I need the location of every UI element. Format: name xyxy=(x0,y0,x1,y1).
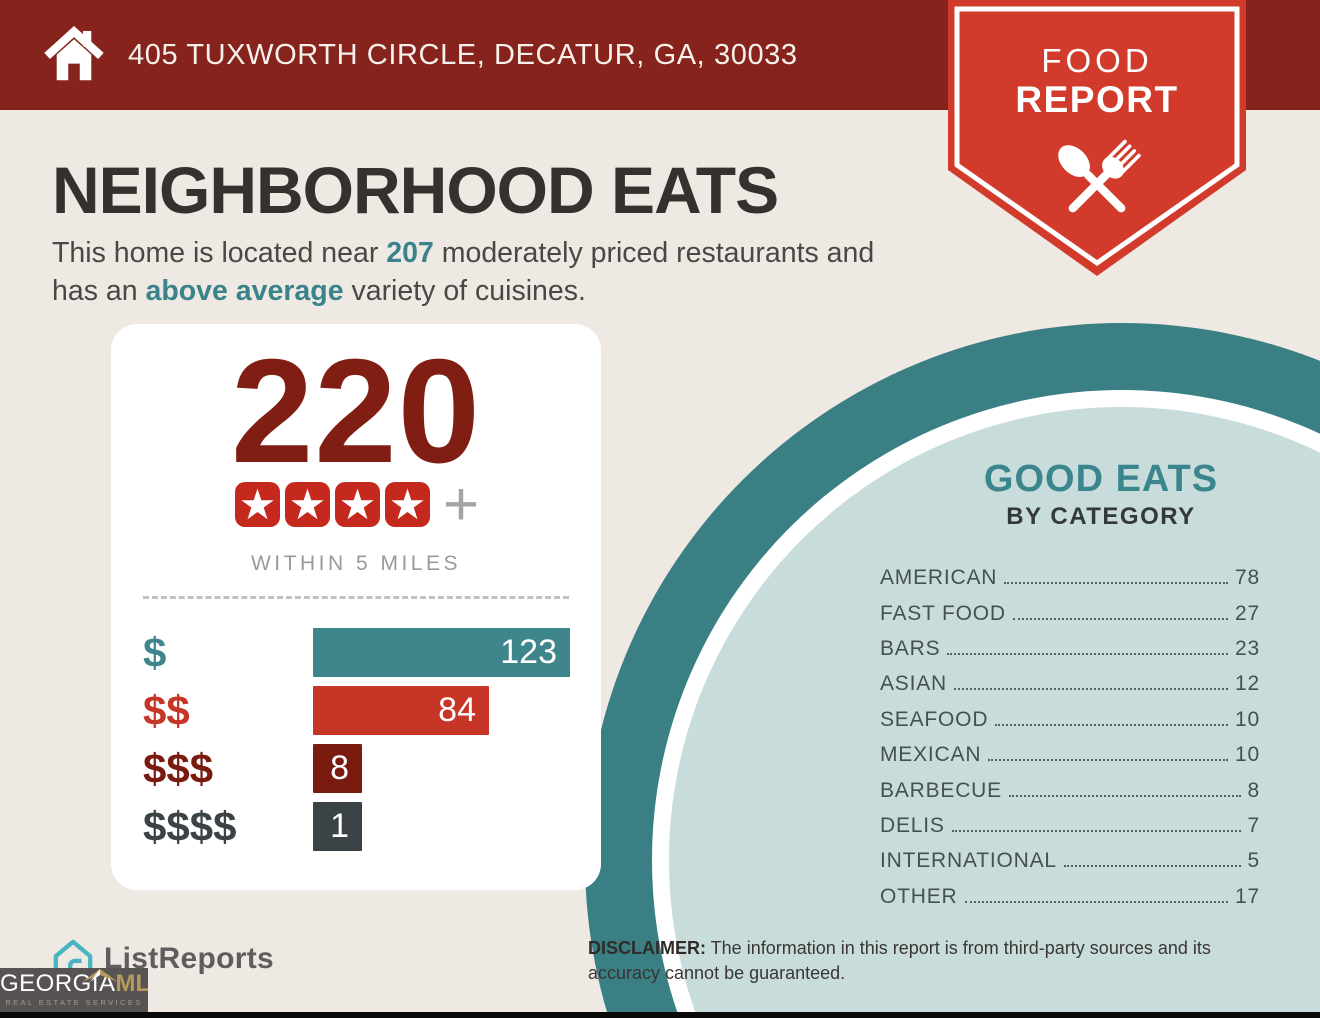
category-row: FAST FOOD 27 xyxy=(880,589,1260,625)
disclaimer-line2: accuracy cannot be guaranteed. xyxy=(588,962,846,983)
intro-text: moderately priced restaurants and xyxy=(433,237,875,269)
intro-paragraph: This home is located near 207 moderately… xyxy=(52,234,874,310)
category-row: MEXICAN 10 xyxy=(880,731,1260,766)
category-row: BARBECUE 8 xyxy=(880,766,1260,802)
restaurant-total-count: 220 xyxy=(231,329,481,494)
category-label: BARS xyxy=(880,636,941,660)
rating-star-icon xyxy=(335,482,381,527)
dotted-leader xyxy=(954,688,1229,691)
category-value: 12 xyxy=(1235,672,1260,696)
rating-star-icon xyxy=(235,482,281,527)
crossed-utensils-icon xyxy=(1058,139,1141,213)
stars-row: + xyxy=(111,470,601,539)
category-label: OTHER xyxy=(880,884,958,908)
price-bar-row: $ 123 xyxy=(111,628,601,677)
price-bar: 1 xyxy=(313,802,362,851)
house-icon xyxy=(42,24,106,89)
good-eats-panel: GOOD EATS BY CATEGORY AMERICAN 78 FAST FO… xyxy=(880,458,1260,908)
dotted-leader xyxy=(988,759,1229,762)
ribbon-line2: REPORT xyxy=(1015,79,1178,120)
good-eats-title: GOOD EATS xyxy=(983,458,1219,500)
category-label: SEAFOOD xyxy=(880,707,989,731)
price-bar: 84 xyxy=(313,686,489,735)
mls-tagline: REAL ESTATE SERVICES xyxy=(5,998,143,1007)
category-label: BARBECUE xyxy=(880,778,1002,802)
restaurant-count-highlight: 207 xyxy=(386,237,434,269)
category-row: INTERNATIONAL 5 xyxy=(880,837,1260,872)
category-row: AMERICAN 78 xyxy=(880,554,1260,589)
ribbon-banner: FOOD REPORT xyxy=(948,0,1246,276)
price-level-label: $$$$ xyxy=(143,803,237,850)
intro-text: This home is located near xyxy=(52,237,387,269)
category-value: 7 xyxy=(1247,813,1260,837)
rating-star-icon xyxy=(285,482,331,527)
price-bar-value: 1 xyxy=(330,807,349,845)
category-label: AMERICAN xyxy=(880,566,998,590)
georgia-mls-logo: GEORGIAMLS REAL ESTATE SERVICES xyxy=(0,968,148,1013)
food-report-ribbon: FOOD REPORT xyxy=(948,0,1246,278)
category-value: 5 xyxy=(1247,849,1260,873)
disclaimer-label: DISCLAIMER: xyxy=(588,938,706,958)
category-value: 78 xyxy=(1235,566,1260,590)
property-address: 405 TUXWORTH CIRCLE, DECATUR, GA, 30033 xyxy=(128,38,798,71)
variety-highlight: above average xyxy=(145,275,344,308)
category-list: AMERICAN 78 FAST FOOD 27 BARS 23 ASIAN 12 SE… xyxy=(880,554,1260,908)
intro-text: has an xyxy=(52,275,146,308)
plus-sign: + xyxy=(442,470,480,539)
category-row: BARS 23 xyxy=(880,625,1260,660)
mls-wordmark-mls: MLS xyxy=(115,970,148,997)
good-eats-subtitle: BY CATEGORY xyxy=(1006,502,1196,530)
disclaimer-line1: The information in this report is from t… xyxy=(706,938,1211,958)
dotted-leader xyxy=(1008,794,1241,797)
mls-wordmark: GEORGIAMLS xyxy=(0,972,148,996)
dotted-leader xyxy=(1063,865,1241,868)
category-row: SEAFOOD 10 xyxy=(880,695,1260,731)
dotted-leader xyxy=(947,653,1229,656)
category-row: OTHER 17 xyxy=(880,872,1260,908)
category-label: FAST FOOD xyxy=(880,601,1006,625)
price-level-label: $$$ xyxy=(143,745,214,792)
category-value: 23 xyxy=(1235,636,1260,660)
dashed-divider xyxy=(143,596,569,599)
category-row: DELIS 7 xyxy=(880,802,1260,837)
dotted-leader xyxy=(964,900,1229,903)
category-label: DELIS xyxy=(880,813,945,837)
category-value: 10 xyxy=(1235,707,1260,731)
category-label: ASIAN xyxy=(880,672,948,696)
price-level-label: $$ xyxy=(143,687,190,734)
rating-star-icon xyxy=(385,482,431,527)
price-bar-value: 84 xyxy=(438,691,476,729)
page-title: NEIGHBORHOOD EATS xyxy=(52,153,779,227)
dotted-leader xyxy=(1012,617,1229,620)
bottom-black-bar xyxy=(0,1012,1320,1018)
price-bar: 123 xyxy=(313,628,570,677)
price-bar-row: $$$$ 1 xyxy=(111,802,601,851)
price-bar-chart: $ 123 $$ 84 $$$ 8 $$$$ 1 xyxy=(111,628,601,860)
category-value: 27 xyxy=(1235,601,1260,625)
category-label: MEXICAN xyxy=(880,743,982,767)
category-label: INTERNATIONAL xyxy=(880,849,1057,873)
dotted-leader xyxy=(951,830,1241,833)
price-bar-row: $$ 84 xyxy=(111,686,601,735)
category-value: 10 xyxy=(1235,743,1260,767)
price-bar-row: $$$ 8 xyxy=(111,744,601,793)
radius-caption: WITHIN 5 MILES xyxy=(250,552,462,575)
dotted-leader xyxy=(1004,582,1229,585)
category-value: 17 xyxy=(1235,884,1260,908)
restaurant-stats-card: 220 + WITHIN 5 MILES $ 123 xyxy=(111,324,601,890)
category-value: 8 xyxy=(1247,778,1260,802)
dotted-leader xyxy=(995,723,1229,726)
price-level-label: $ xyxy=(143,629,167,676)
ribbon-line1: FOOD xyxy=(1041,42,1152,79)
disclaimer-text: DISCLAIMER: The information in this repo… xyxy=(588,936,1298,986)
intro-text: variety of cuisines. xyxy=(343,275,586,308)
price-bar: 8 xyxy=(313,744,362,793)
mls-roof-icon xyxy=(82,969,118,982)
price-bar-value: 123 xyxy=(500,633,557,671)
category-row: ASIAN 12 xyxy=(880,660,1260,695)
price-bar-value: 8 xyxy=(330,749,349,787)
